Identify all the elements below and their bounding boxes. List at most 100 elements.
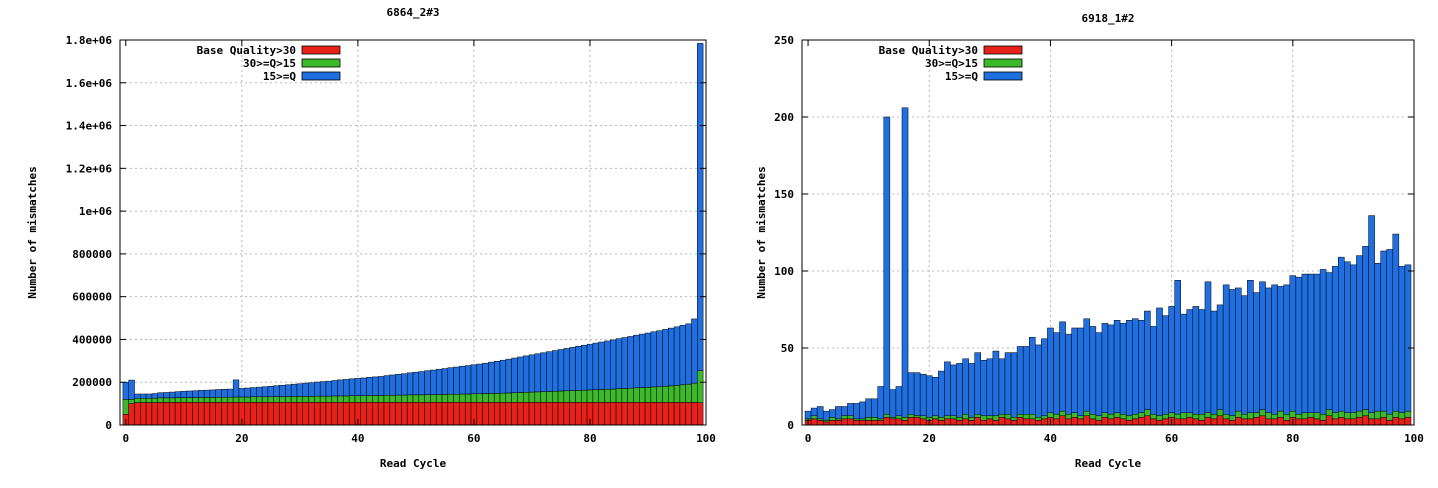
bar-segment-s2	[1059, 321, 1066, 412]
bar-segment-s0	[447, 402, 454, 426]
bar-segment-s1	[476, 393, 483, 403]
bar-segment-s0	[816, 420, 824, 426]
bar-segment-s1	[1083, 410, 1091, 417]
bar-segment-s1	[267, 396, 275, 403]
bar-segment-s2	[1253, 292, 1260, 413]
bar-segment-s2	[1138, 320, 1145, 413]
bar-segment-s1	[639, 387, 646, 403]
bar-segment-s2	[470, 364, 478, 395]
bar-segment-s0	[1144, 415, 1151, 426]
bar-segment-s0	[633, 402, 640, 426]
bar-segment-s2	[919, 373, 927, 417]
bar-segment-s2	[980, 360, 988, 417]
bar-segment-s0	[198, 402, 205, 426]
bar-segment-s1	[505, 392, 512, 403]
bar-segment-s1	[1174, 413, 1181, 420]
bar-segment-s2	[804, 410, 812, 420]
bar-segment-s0	[534, 402, 541, 426]
y-tick-label: 100	[774, 265, 794, 278]
bar-segment-s0	[128, 403, 135, 426]
bar-segment-s2	[1089, 326, 1097, 415]
bar-segment-s0	[192, 402, 199, 426]
bar-segment-s2	[1356, 255, 1363, 412]
bar-segment-s2	[290, 383, 298, 397]
bar-segment-s0	[256, 402, 263, 426]
bar-segment-s0	[871, 420, 878, 426]
bar-segment-s2	[343, 379, 350, 397]
bar-segment-s2	[1222, 284, 1230, 415]
bar-segment-s0	[1125, 420, 1133, 426]
bar-segment-s1	[1180, 412, 1188, 420]
bar-segment-s0	[883, 417, 891, 426]
y-axis-label: Number of mismatches	[26, 166, 39, 298]
bar-segment-s1	[1186, 412, 1194, 418]
bar-segment-s2	[1368, 215, 1375, 413]
bar-segment-s0	[1089, 418, 1097, 426]
bar-segment-s2	[285, 384, 292, 397]
bar-segment-s1	[932, 415, 939, 420]
bar-segment-s0	[1180, 418, 1188, 426]
bar-segment-s2	[853, 403, 860, 420]
bar-segment-s2	[499, 359, 507, 394]
bar-segment-s2	[1338, 256, 1345, 412]
bar-segment-s0	[1350, 418, 1357, 426]
bar-segment-s1	[1107, 413, 1115, 420]
bar-segment-s0	[203, 402, 211, 426]
bar-segment-s0	[267, 402, 275, 426]
plot-frame	[801, 39, 1415, 426]
legend-label: Base Quality>30	[879, 44, 978, 57]
bar-segment-s2	[816, 406, 824, 420]
bar-segment-s0	[1028, 418, 1036, 426]
bar-segment-s0	[656, 402, 663, 426]
bar-segment-s1	[1016, 413, 1024, 418]
x-tick-label: 80	[583, 432, 596, 445]
bar-segment-s1	[227, 396, 234, 403]
legend-swatch	[983, 58, 1023, 68]
bar-segment-s0	[1307, 417, 1315, 426]
bar-segment-s1	[1277, 410, 1284, 418]
bar-segment-s1	[1222, 413, 1230, 420]
bar-segment-s2	[1247, 279, 1254, 413]
bar-segment-s0	[145, 402, 153, 426]
legend-swatch	[301, 45, 341, 55]
bar-segment-s2	[203, 389, 211, 398]
bar-segment-s1	[598, 389, 605, 403]
legend-label: 30>=Q>15	[243, 57, 296, 70]
bar-segment-s2	[871, 398, 878, 418]
bar-segment-s1	[1010, 417, 1018, 421]
bar-segment-s2	[354, 378, 362, 396]
bar-segment-s1	[517, 392, 524, 403]
bar-segment-s1	[209, 397, 216, 403]
bar-segment-s2	[938, 370, 945, 418]
bar-segment-s0	[968, 420, 975, 426]
bar-segment-s1	[871, 417, 878, 421]
y-tick-label: 1.4e+06	[66, 120, 113, 133]
bar-segment-s1	[546, 391, 553, 403]
x-tick-label: 0	[805, 432, 812, 445]
bar-segment-s1	[232, 396, 240, 403]
y-tick-label: 400000	[72, 333, 112, 346]
bar-segment-s2	[569, 347, 576, 391]
bar-segment-s0	[285, 402, 292, 426]
bar-segment-s1	[1053, 413, 1060, 420]
y-tick-label: 200	[774, 111, 794, 124]
bar-segment-s0	[913, 417, 921, 426]
bar-segment-s1	[610, 388, 617, 403]
bar-segment-s1	[256, 396, 263, 403]
bar-segment-s2	[140, 393, 147, 399]
bar-segment-s2	[1198, 309, 1206, 415]
bar-segment-s0	[273, 402, 280, 426]
bar-segment-s2	[1398, 266, 1406, 413]
bar-segment-s1	[377, 395, 385, 403]
bar-segment-s0	[627, 402, 634, 426]
x-tick-label: 100	[696, 432, 716, 445]
y-tick-label: 0	[787, 419, 794, 432]
bar-segment-s1	[343, 395, 350, 403]
bar-segment-s0	[1216, 415, 1224, 426]
bar-segment-s1	[569, 390, 576, 403]
bar-segment-s0	[563, 402, 570, 426]
bar-segment-s1	[668, 385, 675, 403]
bar-segment-s0	[581, 402, 588, 426]
bar-segment-s0	[1107, 418, 1115, 426]
bar-segment-s1	[1216, 409, 1224, 417]
